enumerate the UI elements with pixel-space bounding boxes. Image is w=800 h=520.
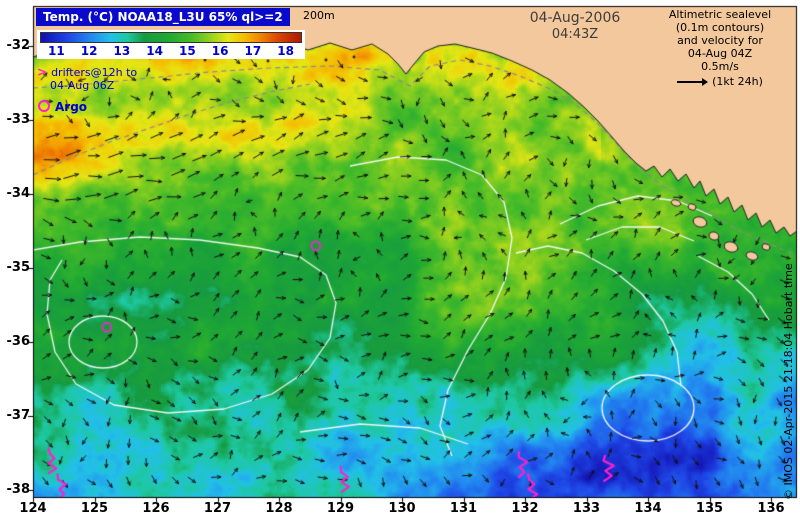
colorbar-tick-label: 13 — [113, 44, 131, 58]
y-tick-label: -32 — [6, 38, 31, 53]
argo-legend-label: Argo — [55, 100, 88, 114]
drifters-legend: > drifters@12h to 04-Aug 06Z — [37, 65, 138, 93]
colorbar-tick-label: 16 — [211, 44, 229, 58]
drifters-legend-line2: 04-Aug 06Z — [50, 79, 115, 92]
copyright-text: © IMOS 02-Apr-2015 21:18:04 Hobart time — [782, 263, 795, 500]
x-tick-label: 134 — [634, 501, 662, 516]
colorbar-tick-label: 18 — [277, 44, 294, 58]
y-tick-label: -37 — [6, 408, 31, 423]
colorbar-gradient — [40, 32, 302, 43]
x-tick-label: 130 — [388, 501, 416, 516]
argo-legend: Argo — [38, 100, 87, 114]
colorbar-tick-label: 11 — [48, 44, 65, 58]
x-tick-label: 129 — [326, 501, 355, 516]
y-tick-label: -36 — [6, 334, 31, 349]
altimetry-line1: Altimetric sealevel — [668, 8, 772, 21]
x-tick-label: 125 — [80, 501, 109, 516]
altimetry-note: Altimetric sealevel (0.1m contours) and … — [644, 8, 796, 88]
x-tick-label: 126 — [142, 501, 170, 516]
x-tick-label: 136 — [757, 501, 785, 516]
colorbar-tick-label: 14 — [146, 44, 163, 58]
velocity-scale-caption: (1kt 24h) — [712, 75, 763, 88]
map-title: Temp. (°C) NOAA18_L3U 65% ql>=2 — [36, 8, 290, 26]
colorbar-tick-label: 12 — [80, 44, 98, 58]
map-date: 04-Aug-2006 — [529, 10, 621, 26]
altimetry-line4: 04-Aug 04Z — [687, 47, 753, 60]
x-tick-label: 131 — [449, 501, 478, 516]
altimetry-speed: 0.5m/s — [701, 60, 739, 73]
altimetry-line3: and velocity for — [677, 34, 763, 47]
y-tick-label: -35 — [6, 260, 31, 275]
map-time: 04:43Z — [551, 27, 599, 42]
x-axis-tick-labels: 124 125 126 127 128 129 130 131 132 133 134 135 136 — [0, 501, 800, 517]
x-tick-label: 124 — [19, 501, 47, 516]
y-axis-tick-labels: -32 -33 -34 -35 -36 -37 -38 — [2, 0, 31, 520]
x-tick-label: 128 — [265, 501, 293, 516]
velocity-scale-arrow-icon — [677, 77, 709, 86]
colorbar-tick-label: 15 — [179, 44, 196, 58]
drifters-legend-line1: drifters@12h to — [51, 66, 138, 79]
colorbar-tick-label: 17 — [244, 44, 262, 58]
x-tick-label: 132 — [511, 501, 539, 516]
altimetry-line2: (0.1m contours) — [675, 21, 765, 34]
date-block: 04-Aug-2006 04:43Z — [510, 10, 640, 42]
x-tick-label: 127 — [203, 501, 232, 516]
x-tick-label: 133 — [572, 501, 601, 516]
drifter-symbol-icon: > — [37, 65, 48, 79]
x-tick-label: 135 — [695, 501, 724, 516]
y-tick-label: -38 — [6, 482, 31, 497]
temperature-colorbar: 11 12 13 14 15 16 17 18 — [37, 30, 305, 59]
isobath-200m-label: 200m — [303, 9, 335, 22]
colorbar-tick-labels: 11 12 13 14 15 16 17 18 — [40, 44, 302, 58]
argo-circle-icon — [38, 100, 50, 112]
y-tick-label: -33 — [6, 112, 31, 127]
y-tick-label: -34 — [6, 186, 31, 201]
